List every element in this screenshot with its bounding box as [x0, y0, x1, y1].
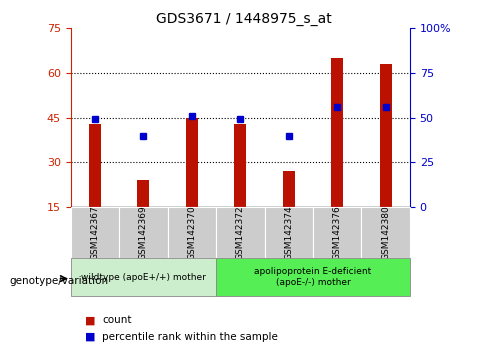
FancyBboxPatch shape	[264, 207, 313, 258]
FancyBboxPatch shape	[216, 258, 410, 296]
FancyBboxPatch shape	[71, 258, 216, 296]
Text: wildtype (apoE+/+) mother: wildtype (apoE+/+) mother	[81, 273, 206, 281]
Bar	[283, 171, 295, 207]
Text: GSM142374: GSM142374	[285, 205, 293, 260]
Text: GSM142376: GSM142376	[333, 205, 342, 260]
Bar	[234, 124, 246, 207]
Bar	[89, 124, 101, 207]
Text: GDS3671 / 1448975_s_at: GDS3671 / 1448975_s_at	[156, 12, 332, 27]
Text: ■: ■	[85, 315, 96, 325]
Text: genotype/variation: genotype/variation	[10, 276, 109, 286]
Text: GSM142367: GSM142367	[90, 205, 100, 260]
Text: GSM142380: GSM142380	[381, 205, 390, 260]
Bar	[380, 64, 392, 207]
FancyBboxPatch shape	[119, 207, 168, 258]
Text: GSM142370: GSM142370	[187, 205, 196, 260]
Text: GSM142369: GSM142369	[139, 205, 148, 260]
FancyBboxPatch shape	[313, 207, 362, 258]
Bar	[331, 58, 343, 207]
Text: count: count	[102, 315, 132, 325]
Text: ■: ■	[85, 332, 96, 342]
FancyBboxPatch shape	[216, 207, 264, 258]
Text: percentile rank within the sample: percentile rank within the sample	[102, 332, 278, 342]
Text: apolipoprotein E-deficient
(apoE-/-) mother: apolipoprotein E-deficient (apoE-/-) mot…	[254, 267, 372, 287]
FancyBboxPatch shape	[362, 207, 410, 258]
Bar	[186, 118, 198, 207]
FancyBboxPatch shape	[71, 207, 119, 258]
Bar	[138, 180, 149, 207]
Text: GSM142372: GSM142372	[236, 205, 245, 260]
FancyBboxPatch shape	[168, 207, 216, 258]
